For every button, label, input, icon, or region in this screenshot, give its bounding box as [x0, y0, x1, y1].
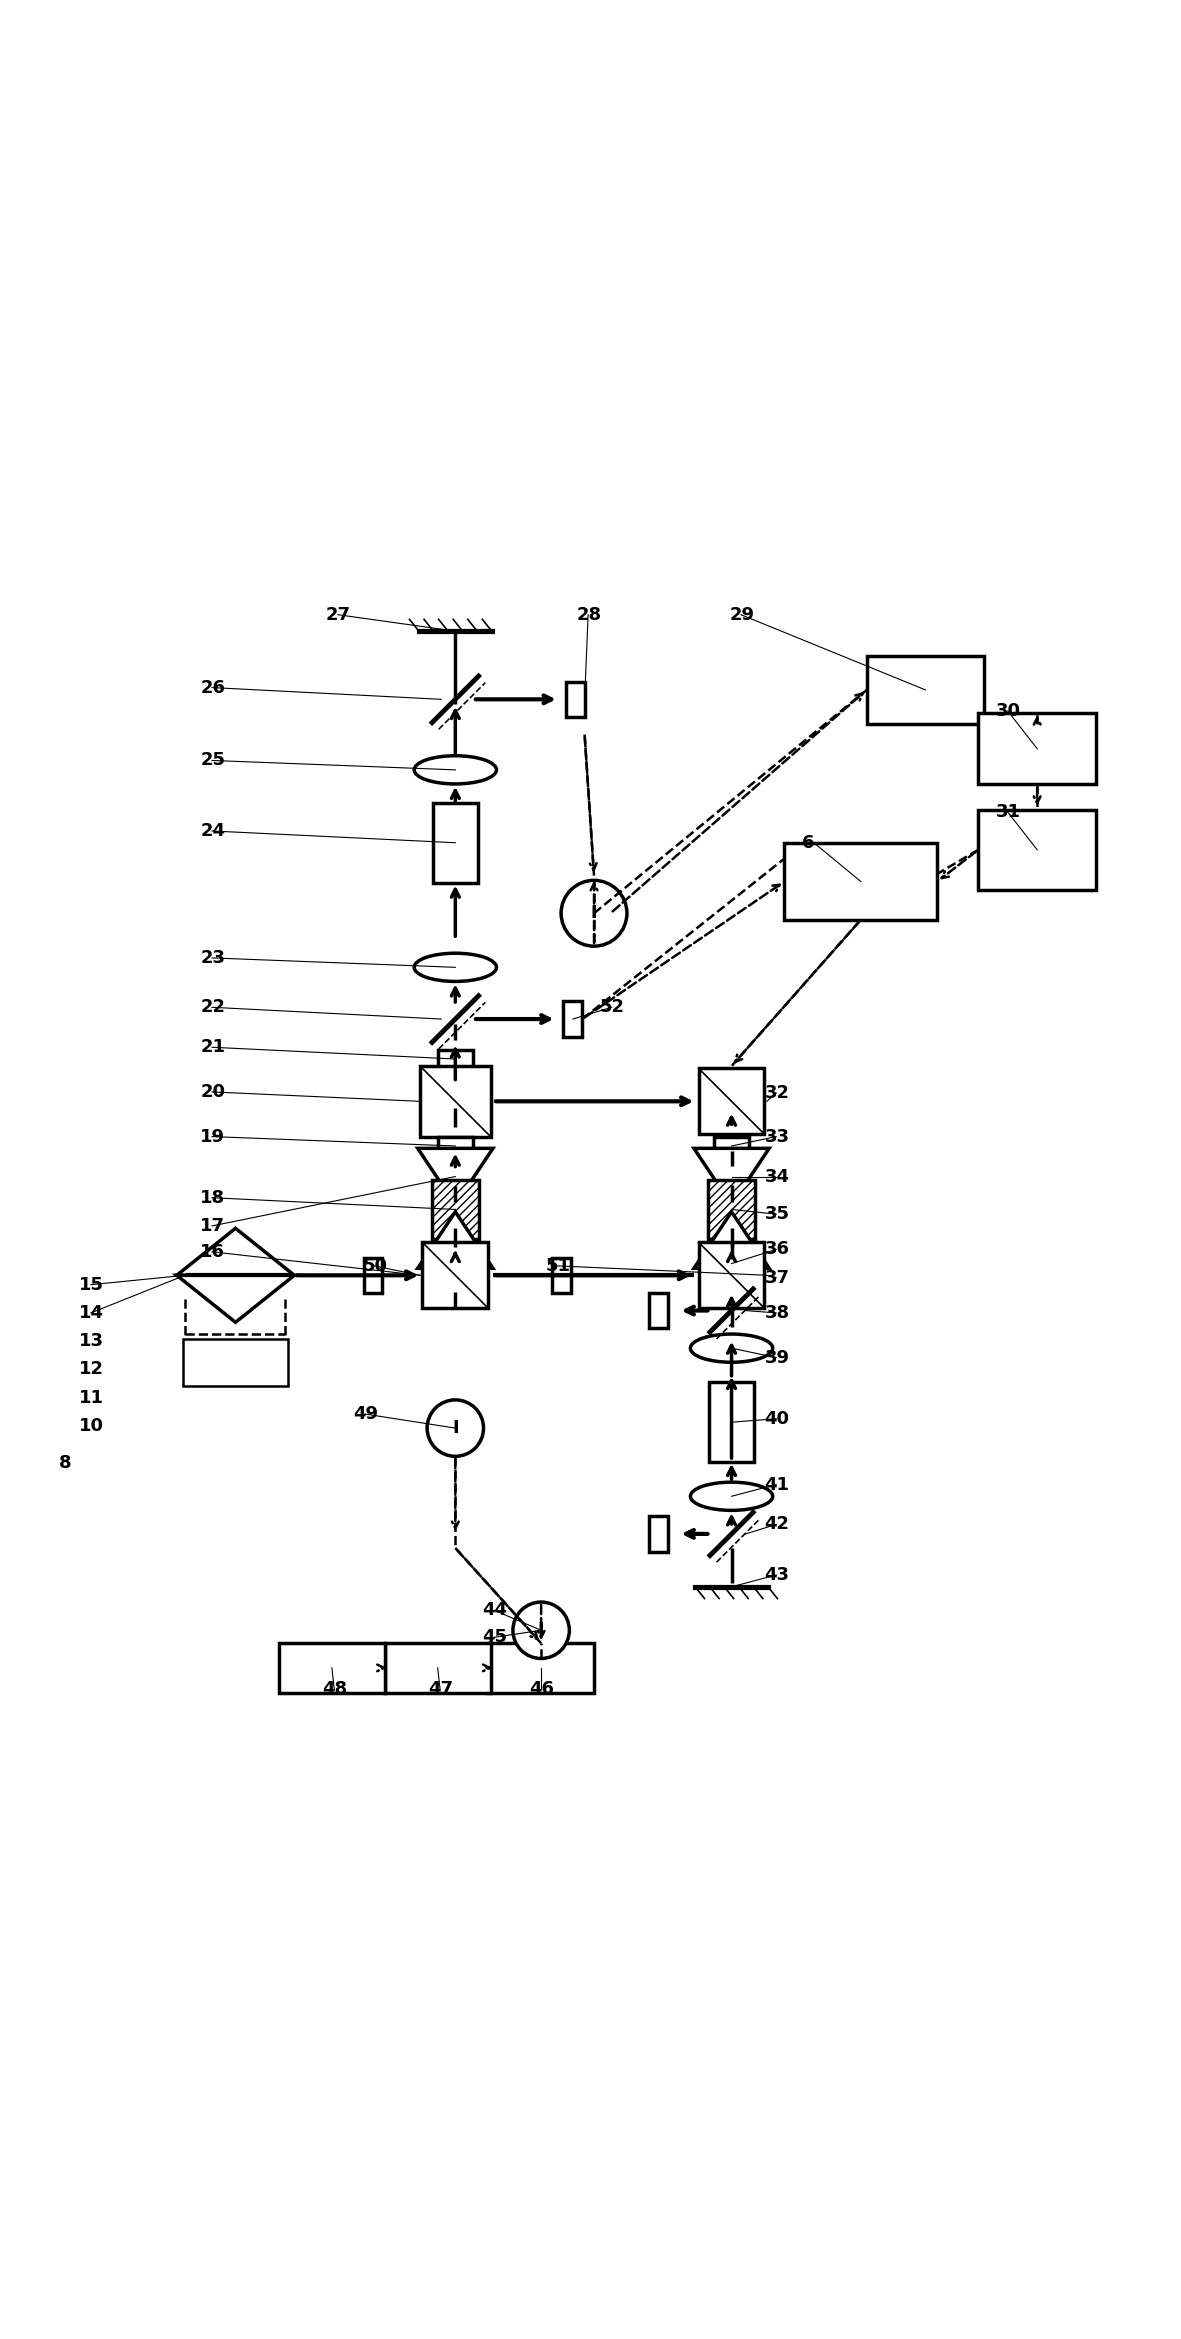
Text: I: I: [590, 905, 598, 922]
Bar: [385, 1644, 490, 1693]
Text: 49: 49: [353, 1406, 378, 1422]
Text: 27: 27: [326, 606, 351, 625]
Text: 44: 44: [482, 1602, 508, 1619]
Bar: [432, 1181, 478, 1240]
Circle shape: [513, 1602, 569, 1658]
Text: 13: 13: [79, 1333, 104, 1350]
Text: 15: 15: [79, 1275, 104, 1293]
Bar: [709, 1181, 755, 1240]
Bar: [710, 1382, 753, 1462]
Bar: [432, 1181, 478, 1240]
Bar: [784, 844, 938, 919]
Bar: [715, 1254, 749, 1272]
Text: 22: 22: [201, 999, 226, 1015]
Text: 39: 39: [764, 1350, 789, 1366]
Polygon shape: [694, 1212, 769, 1268]
Bar: [699, 1242, 764, 1308]
Text: 23: 23: [201, 950, 226, 966]
Ellipse shape: [691, 1483, 772, 1511]
Text: 46: 46: [529, 1679, 554, 1698]
Text: 10: 10: [79, 1417, 104, 1434]
Bar: [279, 1644, 385, 1693]
Text: 31: 31: [996, 802, 1022, 821]
Bar: [433, 802, 477, 882]
Text: 14: 14: [79, 1303, 104, 1322]
Bar: [650, 1293, 668, 1329]
Polygon shape: [694, 1148, 769, 1205]
Text: 21: 21: [201, 1039, 226, 1057]
Bar: [438, 1137, 472, 1155]
Bar: [438, 1050, 472, 1069]
Text: 8: 8: [59, 1455, 72, 1471]
Bar: [364, 1258, 383, 1293]
Bar: [420, 1067, 490, 1137]
Text: I: I: [537, 1621, 544, 1640]
Bar: [183, 1338, 288, 1385]
Ellipse shape: [415, 755, 496, 784]
Text: 40: 40: [764, 1410, 789, 1427]
Bar: [566, 681, 585, 718]
Bar: [709, 1181, 755, 1240]
Bar: [715, 1137, 749, 1155]
Bar: [978, 809, 1096, 889]
Polygon shape: [177, 1275, 294, 1322]
Text: 28: 28: [576, 606, 601, 625]
Text: 6: 6: [802, 833, 815, 851]
Bar: [699, 1069, 764, 1134]
Text: 18: 18: [201, 1188, 226, 1207]
Bar: [978, 713, 1096, 784]
Text: 25: 25: [201, 751, 226, 770]
Text: 38: 38: [764, 1303, 790, 1322]
Bar: [867, 655, 984, 725]
Text: 29: 29: [729, 606, 755, 625]
Text: 51: 51: [546, 1256, 570, 1275]
Text: 47: 47: [429, 1679, 454, 1698]
Text: 16: 16: [201, 1242, 226, 1261]
Text: 11: 11: [79, 1389, 104, 1406]
Text: 48: 48: [322, 1679, 347, 1698]
Text: 50: 50: [363, 1256, 387, 1275]
Text: 17: 17: [201, 1216, 226, 1235]
Text: 33: 33: [764, 1127, 789, 1146]
Circle shape: [428, 1399, 483, 1457]
Bar: [650, 1516, 668, 1551]
Polygon shape: [177, 1228, 294, 1275]
Text: 19: 19: [201, 1127, 226, 1146]
Ellipse shape: [415, 954, 496, 982]
Text: 20: 20: [201, 1083, 226, 1102]
Text: 43: 43: [764, 1567, 789, 1584]
Ellipse shape: [691, 1333, 772, 1361]
Text: 32: 32: [764, 1083, 789, 1102]
Text: 24: 24: [201, 821, 226, 840]
Text: 35: 35: [764, 1205, 789, 1223]
Text: 36: 36: [764, 1240, 789, 1258]
Text: 12: 12: [79, 1361, 104, 1378]
Polygon shape: [418, 1212, 492, 1268]
Text: 37: 37: [764, 1268, 789, 1286]
Bar: [423, 1242, 488, 1308]
Text: I: I: [452, 1420, 458, 1436]
Text: 26: 26: [201, 678, 226, 697]
Text: 45: 45: [482, 1628, 508, 1647]
Bar: [552, 1258, 570, 1293]
Text: 42: 42: [764, 1516, 789, 1534]
Circle shape: [561, 879, 627, 947]
Text: 34: 34: [764, 1167, 789, 1186]
Text: 52: 52: [600, 999, 625, 1015]
Bar: [488, 1644, 594, 1693]
Polygon shape: [418, 1148, 492, 1205]
Text: 30: 30: [996, 702, 1022, 720]
Bar: [563, 1001, 582, 1036]
Text: 41: 41: [764, 1476, 789, 1495]
